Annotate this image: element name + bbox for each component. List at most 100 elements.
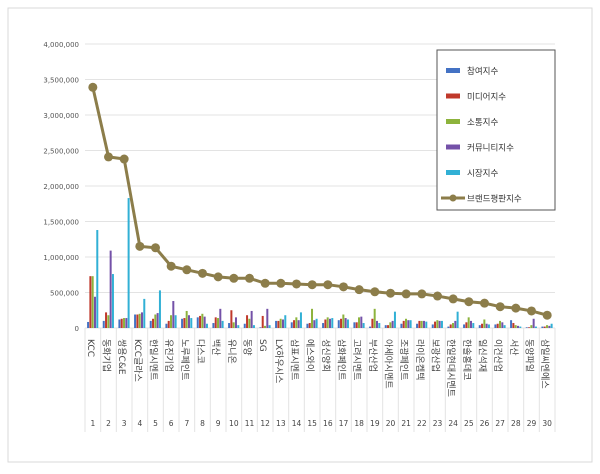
bar-커뮤니티지수: [328, 318, 331, 328]
bar-커뮤니티지수: [281, 319, 284, 328]
x-tick-label: 동양파일: [524, 339, 535, 372]
line-point: [448, 294, 458, 304]
rank-label: 8: [200, 419, 205, 428]
legend-swatch-marker: [449, 194, 457, 202]
x-tick-label: SG: [257, 339, 267, 352]
line-point: [213, 272, 223, 282]
y-tick-label: 2,500,000: [43, 148, 79, 156]
bar-참여지수: [510, 320, 513, 328]
bar-커뮤니티지수: [469, 320, 472, 328]
x-tick-label: 한솔홈데코: [461, 339, 473, 380]
bar-소통지수: [326, 317, 329, 328]
bar-참여지수: [275, 320, 278, 328]
line-point: [401, 289, 411, 299]
bar-미디어지수: [543, 326, 546, 328]
bar-참여지수: [322, 323, 325, 328]
line-point: [433, 291, 442, 301]
bar-소통지수: [248, 318, 251, 328]
bar-소통지수: [232, 322, 235, 328]
line-point: [464, 297, 474, 307]
bar-커뮤니티지수: [516, 325, 519, 328]
bar-시장지수: [190, 318, 193, 328]
legend-label: 미디어지수: [467, 92, 506, 103]
bar-미디어지수: [230, 310, 233, 328]
bar-참여지수: [118, 319, 121, 328]
line-point: [417, 289, 427, 299]
rank-label: 27: [495, 419, 505, 428]
bar-미디어지수: [199, 315, 202, 328]
rank-label: 15: [307, 419, 317, 428]
bar-참여지수: [494, 324, 497, 328]
x-tick-label: 에스와이: [304, 339, 316, 372]
rank-label: 22: [417, 419, 427, 428]
bar-참여지수: [306, 323, 309, 328]
x-tick-label: 일신석재: [477, 339, 488, 372]
bar-시장지수: [252, 325, 255, 328]
bar-시장지수: [315, 318, 318, 328]
bar-시장지수: [221, 320, 224, 328]
x-tick-label: 삼화페인트: [336, 339, 347, 380]
bar-미디어지수: [496, 323, 499, 328]
rank-label: 6: [169, 419, 174, 428]
line-point: [104, 152, 113, 162]
bar-소통지수: [138, 313, 141, 328]
bar-미디어지수: [434, 321, 437, 328]
bar-커뮤니티지수: [125, 318, 128, 328]
bar-참여지수: [431, 324, 434, 328]
rank-label: 29: [527, 419, 537, 428]
bar-미디어지수: [418, 320, 421, 328]
legend-label: 커뮤니티지수: [467, 143, 514, 154]
y-tick-label: 3,000,000: [43, 112, 79, 120]
line-point: [135, 241, 145, 251]
legend-swatch: [446, 170, 460, 175]
y-tick-label: 500,000: [50, 290, 79, 298]
bar-커뮤니티지수: [297, 320, 300, 328]
legend-swatch: [446, 68, 460, 73]
line-point: [370, 287, 380, 297]
rank-label: 19: [370, 419, 380, 428]
legend-label: 브랜드평판지수: [467, 194, 522, 205]
bar-시장지수: [299, 312, 302, 328]
bar-시장지수: [425, 321, 428, 328]
rank-label: 12: [260, 419, 270, 428]
x-tick-label: KCC: [85, 339, 95, 357]
bar-소통지수: [405, 318, 408, 328]
x-tick-label: 동양: [242, 339, 253, 356]
line-point: [260, 278, 270, 288]
line-point: [323, 280, 333, 290]
bar-참여지수: [447, 326, 450, 328]
bar-미디어지수: [277, 320, 280, 328]
x-tick-label: 삼일씨엔에스: [539, 339, 550, 389]
bar-소통지수: [185, 310, 188, 328]
bar-참여지수: [463, 324, 466, 328]
bar-시장지수: [503, 325, 506, 328]
bar-시장지수: [174, 315, 177, 328]
bar-참여지수: [134, 314, 137, 328]
bar-시장지수: [472, 323, 475, 328]
bar-소통지수: [170, 315, 173, 328]
x-tick-label: 라이온켐텍: [414, 339, 426, 380]
bar-커뮤니티지수: [187, 315, 190, 328]
y-tick-label: 3,500,000: [43, 77, 79, 85]
rank-label: 30: [542, 419, 552, 428]
rank-label: 11: [245, 419, 255, 428]
rank-label: 2: [106, 419, 111, 428]
bar-시장지수: [143, 298, 146, 328]
rank-label: 3: [122, 419, 127, 428]
bar-커뮤니티지수: [344, 318, 347, 328]
bar-시장지수: [205, 323, 208, 328]
bar-커뮤니티지수: [172, 301, 175, 328]
bar-미디어지수: [152, 318, 155, 328]
rank-label: 21: [401, 419, 411, 428]
bar-소통지수: [436, 320, 439, 328]
legend-swatch: [446, 93, 460, 99]
line-point: [542, 310, 552, 320]
bar-미디어지수: [308, 323, 311, 328]
bar-커뮤니티지수: [313, 320, 316, 328]
legend-box: [436, 49, 556, 211]
rank-label: 10: [229, 419, 239, 428]
bar-미디어지수: [355, 322, 358, 328]
bar-소통지수: [483, 319, 486, 328]
